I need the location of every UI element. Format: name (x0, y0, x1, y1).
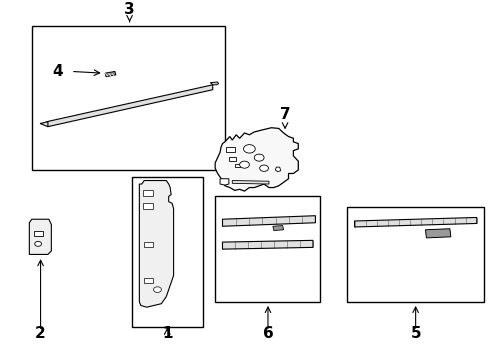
Polygon shape (272, 226, 283, 230)
Bar (228, 157, 235, 161)
Text: 4: 4 (52, 64, 63, 79)
Circle shape (259, 165, 268, 171)
Bar (215, 196, 320, 302)
Bar (34, 231, 43, 236)
Polygon shape (220, 179, 228, 185)
Circle shape (254, 154, 264, 161)
Polygon shape (139, 180, 173, 307)
Bar (226, 148, 235, 152)
Polygon shape (46, 85, 212, 127)
Polygon shape (210, 82, 218, 85)
Text: 3: 3 (124, 2, 135, 17)
Circle shape (243, 145, 255, 153)
Polygon shape (105, 71, 116, 77)
Polygon shape (29, 219, 51, 255)
Bar (346, 207, 483, 302)
Bar (32, 26, 224, 170)
Bar (234, 164, 239, 167)
Bar (143, 203, 153, 209)
Polygon shape (222, 216, 315, 226)
Polygon shape (425, 229, 450, 238)
Text: 7: 7 (279, 107, 290, 122)
Circle shape (239, 161, 249, 168)
Polygon shape (215, 128, 298, 191)
Text: 2: 2 (35, 326, 46, 341)
Polygon shape (222, 240, 312, 249)
Polygon shape (354, 217, 476, 227)
Polygon shape (275, 167, 280, 172)
Polygon shape (40, 122, 48, 127)
Bar (143, 190, 153, 196)
Bar (144, 278, 153, 283)
Bar (144, 242, 153, 247)
Circle shape (153, 287, 161, 292)
Circle shape (35, 242, 41, 246)
Text: 1: 1 (162, 326, 172, 341)
Polygon shape (232, 180, 268, 184)
Bar (132, 177, 203, 327)
Text: 6: 6 (262, 326, 273, 341)
Text: 5: 5 (409, 326, 420, 341)
